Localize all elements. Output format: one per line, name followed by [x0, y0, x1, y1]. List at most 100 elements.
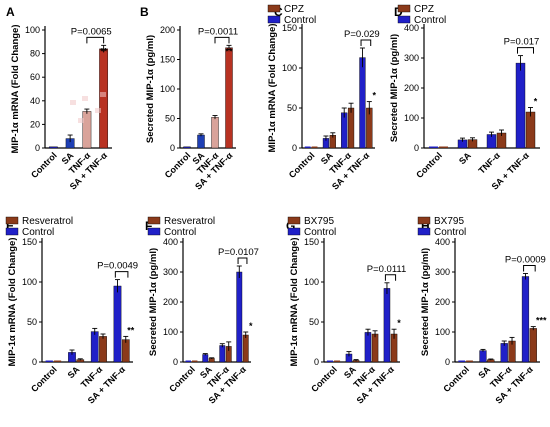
significance-bracket — [86, 36, 105, 44]
legend-swatch — [397, 15, 411, 24]
panel-letter: A — [6, 5, 15, 19]
bar-value-0 — [183, 146, 191, 149]
chart-panel-b: B Secreted MIP-1α (pg/ml) 0 50 100 150 200 Cont… — [140, 5, 238, 192]
bar-control-3 — [515, 62, 526, 149]
y-tick-label: 300 — [435, 267, 450, 277]
legend-label: Resveratrol — [22, 216, 73, 227]
bar-value-2 — [211, 117, 219, 149]
y-tick-label: 150 — [22, 237, 37, 247]
y-tick-label: 100 — [22, 277, 37, 287]
legend-swatch — [5, 216, 19, 225]
y-tick-label: 100 — [435, 327, 450, 337]
y-tick-label: 0 — [32, 357, 37, 367]
legend-label: Control — [414, 15, 446, 26]
bar-resveratrol-3 — [242, 334, 249, 363]
p-value-label: P=0.029 — [344, 29, 380, 40]
x-category-label: SA — [457, 150, 473, 166]
background-smudge — [70, 92, 106, 123]
y-tick-label: 80 — [30, 49, 40, 59]
legend-label: BX795 — [304, 216, 334, 227]
y-tick-label: 50 — [165, 114, 175, 124]
bar-value-2 — [82, 111, 92, 149]
smudge-mark — [70, 100, 76, 105]
y-tick-label: 0 — [170, 143, 175, 153]
legend-label: Control — [22, 227, 54, 238]
legend-swatch — [417, 227, 431, 236]
y-tick-label: 200 — [163, 297, 178, 307]
significance-bracket — [384, 274, 397, 281]
x-category-label: Control — [309, 364, 339, 394]
y-axis-title: Secreted MIP-1α (pg/ml) — [420, 248, 431, 356]
bar-value-3 — [225, 47, 233, 149]
x-category-label: Control — [167, 364, 197, 394]
y-tick-label: 150 — [282, 23, 297, 33]
y-tick-label: 0 — [314, 357, 319, 367]
chart-panel-c: CMIP-1α mRNA (Fold Change)050100150Contr… — [267, 4, 380, 192]
significance-stars: * — [249, 321, 253, 331]
legend-label: CPZ — [284, 4, 304, 15]
y-tick-label: 0 — [173, 357, 178, 367]
legend-label: Control — [284, 15, 316, 26]
bar-control-3 — [521, 276, 530, 363]
smudge-mark — [82, 96, 88, 101]
legend-label: Control — [164, 227, 196, 238]
bar-cpz-3 — [525, 111, 536, 149]
bar-control-3 — [236, 271, 243, 363]
legend-label: CPZ — [414, 4, 434, 15]
significance-bracket — [214, 36, 230, 44]
legend-swatch — [147, 227, 161, 236]
y-tick-label: 50 — [287, 103, 297, 113]
y-tick-label: 0 — [292, 143, 297, 153]
y-axis-title: Secreted MIP-1α (pg/ml) — [389, 34, 400, 142]
panel-letter: F — [145, 219, 152, 233]
legend-swatch — [267, 15, 281, 24]
bar-value-1 — [197, 134, 205, 149]
p-value-label: P=0.0009 — [505, 255, 546, 266]
y-tick-label: 40 — [30, 96, 40, 106]
y-tick-label: 100 — [404, 113, 419, 123]
y-tick-label: 400 — [163, 237, 178, 247]
bar-control-2 — [219, 345, 226, 363]
bar-control-2 — [364, 332, 372, 363]
bar-control-2 — [341, 112, 348, 149]
significance-bracket — [523, 265, 536, 272]
y-tick-label: 200 — [404, 83, 419, 93]
bar-value-0 — [48, 146, 58, 149]
y-tick-label: 400 — [404, 23, 419, 33]
y-tick-label: 150 — [304, 237, 319, 247]
p-value-label: P=0.0011 — [198, 26, 238, 37]
x-category-label: SA — [476, 364, 492, 380]
smudge-mark — [95, 108, 101, 113]
legend-label: Resveratrol — [164, 216, 215, 227]
significance-stars: ** — [127, 325, 135, 335]
y-tick-label: 200 — [435, 297, 450, 307]
y-axis-title: MIP-1α mRNA (Fold Change) — [10, 25, 21, 154]
bar-resveratrol-3 — [121, 339, 130, 363]
bar-control-3 — [383, 288, 391, 363]
legend-label: Control — [304, 227, 336, 238]
y-axis-title: MIP-1α mRNA (Fold Change) — [289, 238, 300, 367]
bar-control-3 — [359, 57, 366, 149]
y-tick-label: 50 — [27, 317, 37, 327]
bar-control-2 — [500, 343, 508, 363]
y-tick-label: 0 — [445, 357, 450, 367]
panel-letter: H — [421, 219, 430, 233]
x-category-label: Control — [29, 150, 59, 180]
y-tick-label: 150 — [160, 55, 175, 65]
legend-label: Control — [434, 227, 466, 238]
y-tick-label: 100 — [25, 25, 40, 35]
p-value-label: P=0.0065 — [71, 26, 112, 37]
x-category-label: Control — [287, 150, 317, 180]
significance-bracket — [517, 47, 534, 54]
significance-stars: * — [397, 318, 401, 328]
y-tick-label: 100 — [163, 327, 178, 337]
x-category-label: Control — [441, 364, 471, 394]
smudge-mark — [78, 118, 84, 123]
